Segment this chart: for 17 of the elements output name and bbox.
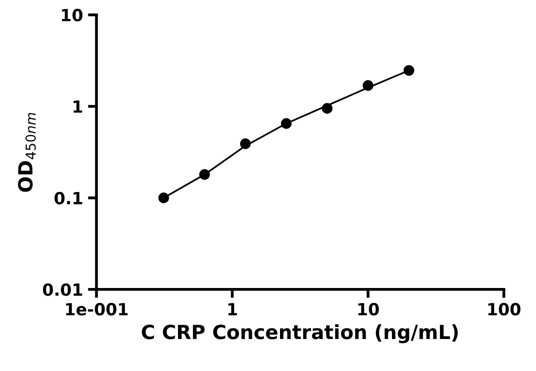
y-axis-title: OD$_{450nm}$ — [18, 112, 36, 192]
y-tick-label: 10 — [62, 8, 82, 22]
x-tick-label: 10 — [358, 302, 379, 316]
point — [199, 169, 210, 180]
y-tick-label: 0.01 — [42, 283, 82, 296]
point — [158, 192, 170, 204]
point — [240, 138, 251, 150]
point — [362, 80, 374, 91]
point — [404, 65, 414, 76]
x-tick-label: 1e-001 — [66, 302, 128, 316]
y-tick-label: 0.1 — [54, 192, 82, 204]
point — [322, 103, 333, 114]
x-tick-label: 1 — [228, 303, 237, 316]
y-tick-label: 1 — [74, 100, 82, 113]
x-tick-label: 100 — [488, 302, 520, 316]
point — [280, 118, 292, 129]
x-axis-title: C CRP Concentration (ng/mL) — [142, 324, 458, 344]
